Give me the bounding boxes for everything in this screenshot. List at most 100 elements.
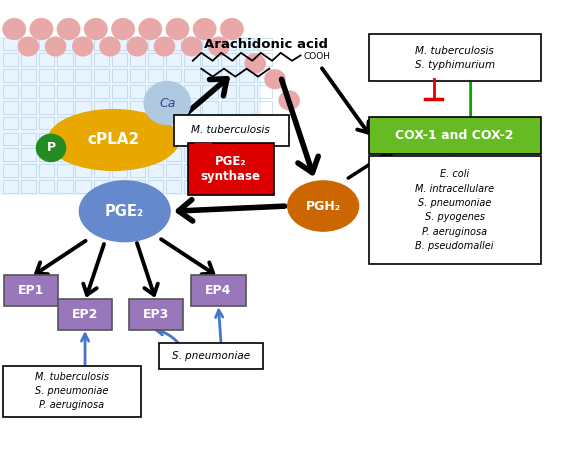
Bar [3, 149, 18, 161]
Bar [75, 85, 91, 98]
Bar [3, 101, 18, 114]
Bar [184, 132, 200, 145]
Bar [239, 132, 254, 145]
Bar [39, 149, 54, 161]
Text: EP1: EP1 [18, 284, 44, 297]
Bar [112, 149, 127, 161]
Bar [184, 53, 200, 66]
Bar [57, 180, 73, 193]
Bar [221, 69, 236, 82]
Circle shape [220, 18, 244, 40]
Bar [257, 69, 272, 82]
FancyBboxPatch shape [3, 366, 141, 417]
Bar [75, 101, 91, 114]
Bar [57, 164, 73, 177]
Circle shape [18, 36, 39, 57]
Circle shape [36, 134, 66, 162]
Circle shape [29, 18, 53, 40]
Bar [184, 164, 200, 177]
Bar [3, 132, 18, 145]
Bar [130, 180, 145, 193]
Bar [184, 117, 200, 129]
Bar [239, 149, 254, 161]
Text: PGH₂: PGH₂ [306, 199, 341, 212]
Bar [94, 101, 109, 114]
Bar [221, 117, 236, 129]
Ellipse shape [48, 110, 179, 170]
Bar [148, 132, 163, 145]
Bar [148, 69, 163, 82]
FancyBboxPatch shape [174, 115, 289, 146]
Bar [184, 69, 200, 82]
Text: M. tuberculosis
S. pneumoniae
P. aeruginosa: M. tuberculosis S. pneumoniae P. aerugin… [35, 372, 109, 410]
Bar [112, 69, 127, 82]
Bar [202, 132, 218, 145]
FancyBboxPatch shape [191, 275, 246, 306]
Bar [112, 53, 127, 66]
Bar [239, 69, 254, 82]
Bar [94, 164, 109, 177]
Bar [148, 85, 163, 98]
Bar [94, 180, 109, 193]
Bar [184, 38, 200, 50]
Bar [39, 53, 54, 66]
Bar [202, 117, 218, 129]
Circle shape [138, 18, 162, 40]
Bar [166, 38, 181, 50]
Bar [221, 180, 236, 193]
FancyBboxPatch shape [369, 156, 541, 264]
Bar [94, 38, 109, 50]
Bar [75, 164, 91, 177]
Bar [130, 149, 145, 161]
Bar [239, 38, 254, 50]
Bar [130, 117, 145, 129]
Bar [3, 180, 18, 193]
FancyBboxPatch shape [4, 275, 58, 306]
Bar [184, 101, 200, 114]
Bar [57, 53, 73, 66]
Bar [148, 149, 163, 161]
Text: E. coli
M. intracellulare
S. pneumoniae
S. pyogenes
P. aeruginosa
B. pseudomalle: E. coli M. intracellulare S. pneumoniae … [415, 169, 494, 251]
Bar [130, 69, 145, 82]
Bar [112, 85, 127, 98]
Bar [202, 180, 218, 193]
Bar [39, 164, 54, 177]
Bar [39, 101, 54, 114]
Bar [112, 38, 127, 50]
Bar [39, 69, 54, 82]
Bar [3, 164, 18, 177]
Bar [166, 149, 181, 161]
Text: COOH: COOH [303, 52, 331, 61]
Bar [21, 38, 36, 50]
Bar [148, 180, 163, 193]
Text: M. tuberculosis
S. typhimurium: M. tuberculosis S. typhimurium [414, 46, 495, 70]
Bar [130, 53, 145, 66]
Bar [202, 85, 218, 98]
Bar [166, 69, 181, 82]
Bar [75, 149, 91, 161]
Bar [75, 117, 91, 129]
Bar [166, 117, 181, 129]
Circle shape [166, 18, 189, 40]
Bar [257, 117, 272, 129]
Bar [202, 164, 218, 177]
Bar [166, 164, 181, 177]
Bar [166, 180, 181, 193]
Bar [257, 101, 272, 114]
Circle shape [278, 90, 300, 110]
Bar [94, 132, 109, 145]
Bar [21, 101, 36, 114]
Bar [130, 132, 145, 145]
Bar [39, 180, 54, 193]
Circle shape [45, 36, 66, 57]
Circle shape [208, 36, 230, 57]
Bar [57, 69, 73, 82]
Bar [57, 149, 73, 161]
Bar [202, 69, 218, 82]
Bar [202, 149, 218, 161]
Bar [202, 53, 218, 66]
Circle shape [2, 18, 26, 40]
Bar [257, 85, 272, 98]
Bar [112, 164, 127, 177]
Bar [130, 85, 145, 98]
